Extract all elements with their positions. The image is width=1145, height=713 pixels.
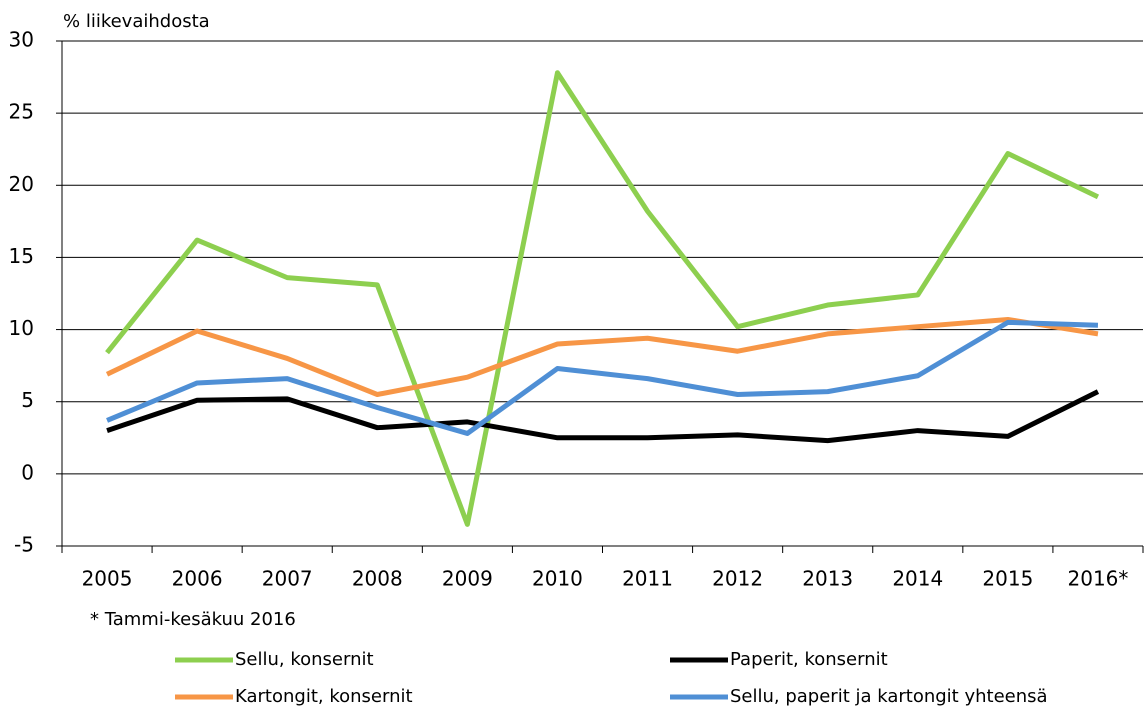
legend-label: Paperit, konsernit — [730, 649, 888, 670]
y-tick-label: 20 — [9, 172, 34, 196]
legend-label: Kartongit, konsernit — [235, 686, 413, 707]
x-tick-label: 2009 — [442, 567, 493, 591]
y-tick-label: -5 — [14, 533, 34, 557]
series-line — [106, 319, 1099, 436]
x-tick-label: 2013 — [802, 567, 853, 591]
y-tick-label: 0 — [21, 460, 34, 484]
y-tick-label: 30 — [9, 28, 34, 52]
x-tick-label: 2015 — [982, 567, 1033, 591]
legend-label: Sellu, paperit ja kartongit yhteensä — [730, 686, 1048, 707]
series-line — [106, 389, 1100, 444]
x-tick-label: 2005 — [82, 567, 133, 591]
x-tick-label: 2007 — [262, 567, 313, 591]
y-axis-label: % liikevaihdosta — [63, 11, 210, 32]
x-tick-label: 2011 — [622, 567, 673, 591]
x-tick-label: 2008 — [352, 567, 403, 591]
x-tick-label: 2012 — [712, 567, 763, 591]
y-tick-label: 25 — [9, 100, 34, 124]
x-tick-label: 2014 — [892, 567, 943, 591]
y-tick-label: 15 — [9, 244, 34, 268]
x-tick-label: 2010 — [532, 567, 583, 591]
series-line — [105, 70, 1100, 527]
legend-label: Sellu, konsernit — [235, 649, 374, 670]
footnote: * Tammi-kesäkuu 2016 — [90, 609, 296, 630]
series-line — [105, 316, 1099, 397]
x-tick-label: 2006 — [172, 567, 223, 591]
x-tick-label: 2016* — [1068, 567, 1129, 591]
y-tick-label: 10 — [9, 316, 34, 340]
y-tick-label: 5 — [21, 388, 34, 412]
